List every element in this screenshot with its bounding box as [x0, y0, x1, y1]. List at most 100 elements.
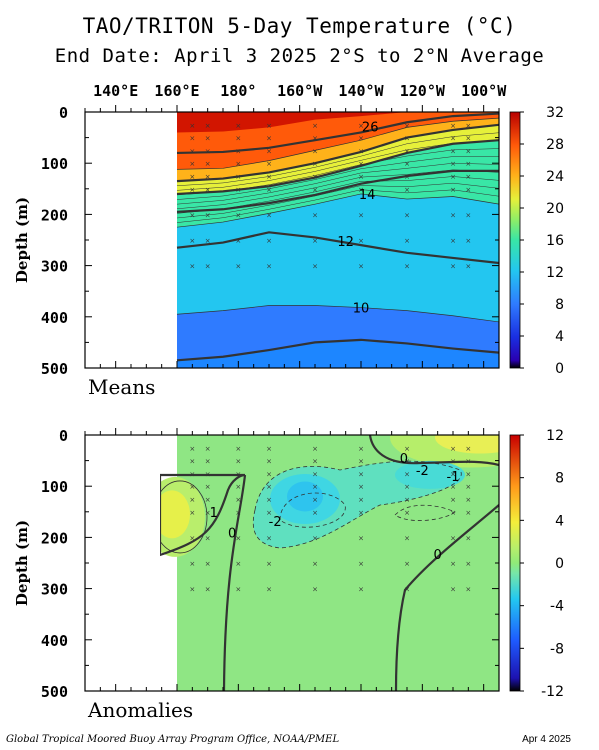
station-marker: × — [235, 483, 241, 491]
colorbar-tick-label: 8 — [555, 471, 564, 487]
y-tick-label: 200 — [41, 206, 68, 224]
station-marker: × — [235, 211, 241, 219]
contour-thin — [176, 176, 499, 214]
station-marker: × — [205, 263, 211, 271]
footer-date: Apr 4 2025 — [522, 734, 571, 745]
station-marker: × — [404, 509, 410, 517]
station-marker: × — [358, 586, 364, 594]
y-tick-label: 100 — [41, 478, 68, 496]
y-tick-label: 0 — [59, 427, 68, 445]
panel-anomalies: × × × × × × × × × × × × × × × × × × × × × × × × × × × × × × × × × × × × × × × ×… — [13, 427, 564, 722]
contour-thin — [176, 156, 499, 200]
y-tick-label: 400 — [41, 632, 68, 650]
colorbar-tick-label: 16 — [546, 233, 564, 249]
station-marker: × — [235, 534, 241, 542]
station-marker: × — [189, 470, 195, 478]
station-marker: × — [312, 470, 318, 478]
station-marker: × — [266, 173, 272, 181]
station-marker: × — [189, 534, 195, 542]
isotherm-10 — [176, 305, 499, 323]
isotherm-14 — [176, 193, 499, 228]
station-marker: × — [189, 135, 195, 143]
station-marker: × — [189, 122, 195, 130]
chart-title: TAO/TRITON 5-Day Temperature (°C) — [82, 14, 517, 38]
colorbar-tick-label: 12 — [546, 265, 564, 281]
station-marker: × — [358, 186, 364, 194]
y-tick-label: 100 — [41, 155, 68, 173]
contour-label: -1 — [447, 470, 460, 485]
x-tick-label: 140°W — [338, 82, 384, 100]
colorbar-tick-label: -4 — [550, 599, 564, 615]
colorbar — [509, 111, 521, 369]
station-marker: × — [358, 173, 364, 181]
station-marker: × — [404, 147, 410, 155]
colorbar-tick-label: 28 — [546, 137, 564, 153]
station-marker: × — [266, 186, 272, 194]
station-marker: × — [312, 263, 318, 271]
station-marker: × — [266, 458, 272, 466]
station-marker: × — [358, 458, 364, 466]
isotherm-26 — [176, 117, 499, 170]
y-axis-label: Depth (m) — [13, 197, 31, 283]
station-marker: × — [312, 173, 318, 181]
station-marker: × — [189, 458, 195, 466]
station-marker: × — [450, 470, 456, 478]
station-marker: × — [312, 160, 318, 168]
station-marker: × — [205, 160, 211, 168]
contour-thin — [176, 132, 499, 186]
station-marker: × — [266, 160, 272, 168]
y-tick-label: 0 — [59, 104, 68, 122]
station-marker: × — [312, 122, 318, 130]
colorbar-tick-label: 12 — [546, 428, 564, 444]
station-marker: × — [450, 211, 456, 219]
station-marker: × — [450, 560, 456, 568]
warm-anomaly-inner — [160, 490, 190, 539]
panel-label: Means — [88, 375, 155, 399]
station-marker: × — [358, 160, 364, 168]
contour-minus-2-east — [394, 504, 456, 521]
isotherm-8 — [176, 338, 499, 362]
panel-label: Anomalies — [87, 698, 193, 722]
station-marker: × — [450, 534, 456, 542]
x-tick-label: 160°E — [154, 82, 199, 100]
station-marker: × — [312, 509, 318, 517]
station-marker: × — [235, 470, 241, 478]
colorbar-tick-label: 24 — [546, 169, 564, 185]
warm-surface-inner — [435, 435, 499, 454]
contour-label: -2 — [269, 515, 282, 530]
station-marker: × — [205, 470, 211, 478]
station-marker: × — [266, 534, 272, 542]
station-marker: × — [235, 135, 241, 143]
station-marker: × — [450, 122, 456, 130]
station-marker: × — [465, 173, 471, 181]
station-marker: × — [235, 586, 241, 594]
station-marker: × — [189, 483, 195, 491]
contour-label: 14 — [359, 188, 376, 203]
y-tick-label: 400 — [41, 309, 68, 327]
contour-label: 0 — [228, 526, 236, 541]
station-marker: × — [450, 237, 456, 245]
station-marker: × — [450, 445, 456, 453]
station-marker: × — [404, 496, 410, 504]
station-marker: × — [266, 237, 272, 245]
colorbar-tick-label: 32 — [546, 105, 564, 121]
station-marker: × — [465, 496, 471, 504]
station-marker: × — [235, 509, 241, 517]
station-marker: × — [358, 263, 364, 271]
isotherm-16 — [176, 169, 499, 213]
station-marker: × — [465, 534, 471, 542]
station-marker: × — [450, 160, 456, 168]
station-marker: × — [205, 211, 211, 219]
y-tick-label: 500 — [41, 683, 68, 701]
colorbar-tick-label: -8 — [550, 641, 564, 657]
station-marker: × — [189, 445, 195, 453]
station-marker: × — [205, 173, 211, 181]
contour-label: -2 — [416, 464, 429, 479]
station-marker: × — [465, 211, 471, 219]
station-marker: × — [358, 445, 364, 453]
station-marker: × — [450, 263, 456, 271]
station-marker: × — [189, 173, 195, 181]
contour-label: 12 — [337, 235, 354, 250]
x-tick-label: 120°W — [400, 82, 446, 100]
station-marker: × — [465, 186, 471, 194]
